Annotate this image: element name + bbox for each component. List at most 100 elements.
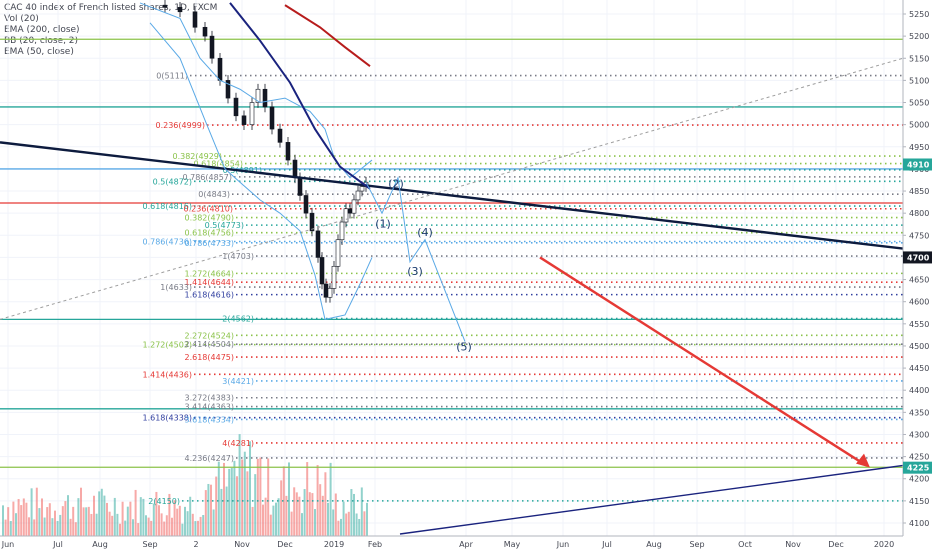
fib-label: 1(4703) [222, 252, 254, 261]
volume-bar [285, 495, 288, 536]
volume-bar [67, 495, 69, 536]
y-tick-label: 4350 [909, 408, 929, 417]
overlays: (1) (2) (3) (4) (5) [0, 2, 904, 535]
volume-bar [4, 519, 7, 536]
wave-label: (2) [388, 178, 404, 191]
volume-bar [93, 495, 95, 536]
volume-bar [12, 501, 15, 536]
volume-bar [139, 497, 142, 536]
volume-bar [342, 501, 345, 536]
candle-body [359, 186, 365, 192]
fib-label: 1(4633) [160, 283, 192, 292]
fib-label: 4(4281) [222, 439, 254, 448]
x-tick-label: Jul [601, 540, 612, 549]
projection-arrow [539, 256, 863, 464]
x-tick-label: Sep [142, 540, 157, 549]
volume-bar [150, 520, 153, 536]
grid [0, 0, 903, 536]
candle-body [351, 199, 357, 214]
candle-body [277, 128, 283, 143]
y-tick-label: 5050 [909, 99, 929, 108]
volume-bar [191, 513, 194, 536]
x-tick-label: Aug [92, 540, 108, 549]
volume-bar [17, 499, 20, 536]
volume-bar [181, 523, 184, 536]
volume-bars [2, 434, 368, 536]
fib-label: 1.618(4616) [184, 291, 234, 300]
wave-label: (3) [407, 265, 423, 278]
volume-bar [126, 506, 129, 536]
volume-bar [178, 505, 181, 536]
volume-bar [358, 518, 361, 536]
volume-bar [246, 471, 249, 536]
volume-bar [56, 520, 59, 536]
volume-bar [100, 488, 103, 536]
y-tick-label: 5000 [909, 121, 929, 130]
fib-label: 1.618(4338) [142, 414, 192, 423]
price-badge [903, 461, 932, 474]
volume-bar [350, 489, 353, 536]
fib-levels: 0(5111)0.236(4999)0.382(4929)0.5(4891)0.… [142, 72, 903, 506]
fib-label: 3.618(4334) [184, 415, 234, 424]
volume-bar [61, 506, 64, 536]
fib-label: 0.786(4857) [182, 173, 232, 182]
volume-bar [158, 505, 160, 536]
volume-bar [223, 462, 225, 536]
candle-body [339, 221, 345, 241]
volume-bar [324, 472, 327, 536]
wave-path [365, 175, 466, 342]
y-axis-bg [903, 0, 932, 550]
y-tick-label: 4850 [909, 187, 929, 196]
x-tick-label: Jul [52, 540, 63, 549]
price-badge-label: 4910 [907, 160, 930, 169]
volume-bar [9, 521, 12, 536]
x-axis: Jun Jul Aug Sep 2 Nov Dec 2019 Feb Apr May Jun Jul Au… [0, 535, 903, 549]
volume-bar [360, 487, 363, 536]
volume-bar [137, 523, 140, 536]
price-badge-label: 4225 [907, 464, 930, 473]
volume-bar [48, 503, 51, 536]
candle-body [241, 115, 247, 125]
volume-bar [72, 506, 75, 536]
legend-ema50: EMA (50, close) [4, 47, 74, 57]
candle-body [192, 11, 198, 28]
x-tick-label: Nov [785, 540, 801, 549]
volume-bar [30, 488, 33, 536]
y-tick-label: 4200 [909, 475, 929, 484]
x-tick-label: 2020 [874, 540, 894, 549]
volume-bar [77, 498, 80, 536]
x-tick-label: May [504, 540, 521, 549]
volume-bar [345, 513, 348, 536]
candle-body [209, 35, 215, 59]
fib-label: 1.414(4436) [142, 370, 192, 379]
fib-label: 0.5(4872) [153, 177, 192, 186]
chart-legend: CAC 40 index of French listed shares, 1D… [4, 3, 217, 58]
volume-bar [87, 506, 90, 536]
volume-bar [295, 492, 298, 536]
candle-body [177, 7, 183, 13]
volume-bar [90, 513, 93, 536]
volume-bar [152, 503, 155, 536]
volume-bar [280, 480, 283, 536]
volume-bar [41, 498, 43, 536]
volume-bar [25, 502, 28, 536]
arrow-head [856, 453, 870, 468]
x-tick-label: Sep [689, 540, 704, 549]
candle-body [217, 57, 223, 81]
price-badge [903, 158, 932, 171]
volume-bar [282, 466, 285, 536]
volume-bar [80, 487, 82, 536]
fib-label: 2(4150) [148, 497, 180, 506]
volume-bar [207, 483, 210, 536]
fib-label: 4.236(4247) [184, 454, 234, 463]
fib-label: 3.414(4363) [184, 403, 234, 412]
volume-bar [111, 515, 114, 536]
volume-bar [275, 502, 277, 536]
y-tick-label: 4500 [909, 342, 929, 351]
volume-bar [173, 500, 176, 536]
volume-bar [254, 474, 257, 536]
volume-bar [108, 511, 111, 536]
candle-body [331, 265, 337, 289]
x-tick-label: Jun [556, 540, 570, 549]
